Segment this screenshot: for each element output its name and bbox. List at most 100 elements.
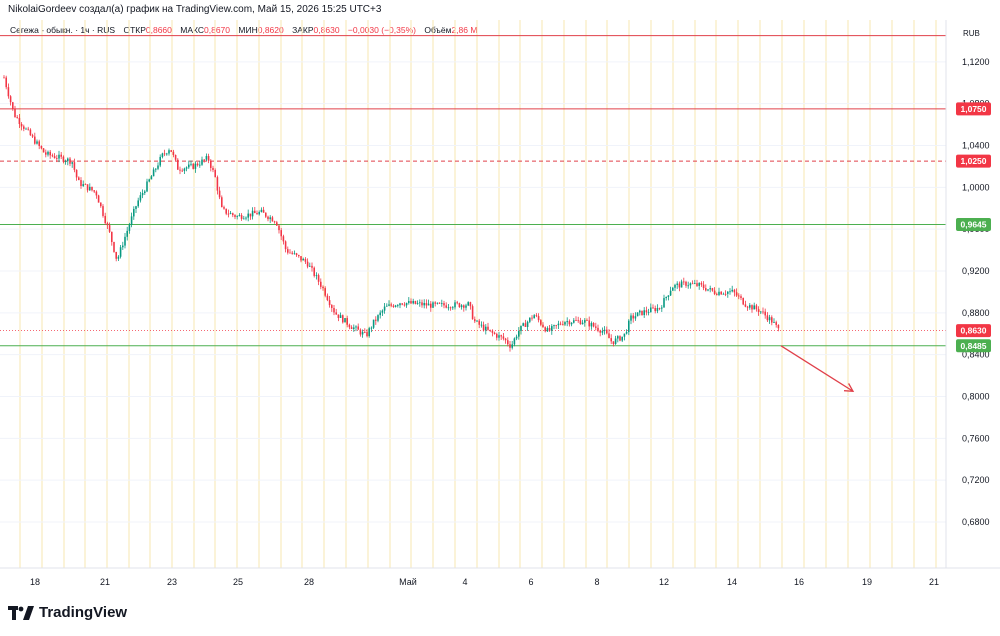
candle-body <box>227 213 230 215</box>
legend-volume: 2,86 M <box>451 25 478 35</box>
candle-body <box>599 330 601 333</box>
candle-body <box>463 305 465 308</box>
candle-body <box>240 215 243 219</box>
candle-body <box>386 305 388 307</box>
arrow-shaft[interactable] <box>780 345 854 392</box>
candle-body <box>342 315 344 323</box>
candle-body <box>311 265 313 268</box>
arrow-head[interactable] <box>843 383 855 392</box>
brand-name: TradingView <box>39 604 128 621</box>
candle-body <box>397 305 399 307</box>
candle-body <box>353 327 355 329</box>
candle-body <box>337 314 340 318</box>
candle-body <box>419 302 421 304</box>
candle-body <box>130 216 133 225</box>
candle-body <box>265 212 267 217</box>
candle-body <box>27 128 29 130</box>
candle-body <box>672 287 674 291</box>
candle-body <box>71 162 73 164</box>
legend-symbol: Сегежа - обыкн. · 1ч · RUS <box>10 25 116 35</box>
price-chart[interactable]: RUB 1,12001,08001,04001,00000,96000,9200… <box>0 0 1000 600</box>
candle-body <box>493 332 496 334</box>
candle-body <box>458 303 461 308</box>
candle-body <box>115 251 117 259</box>
candle-body <box>601 330 604 333</box>
candle-body <box>49 151 51 156</box>
candle-body <box>84 184 87 185</box>
candle-body <box>284 241 287 250</box>
candle-body <box>432 302 434 308</box>
candle-body <box>289 252 291 254</box>
candle-body <box>542 324 544 328</box>
candle-body <box>9 96 12 103</box>
price-axis[interactable]: 1,12001,08001,04001,00000,96000,92000,88… <box>962 57 990 527</box>
candle-body <box>324 288 326 296</box>
candle-body <box>764 311 766 316</box>
candle-body <box>148 179 150 182</box>
candle-body <box>223 207 225 209</box>
candle-body <box>738 295 740 297</box>
candle-body <box>196 163 199 166</box>
candle-body <box>476 320 478 322</box>
time-tick-label: 19 <box>862 577 872 587</box>
price-badge <box>956 339 991 353</box>
candle-body <box>471 306 474 320</box>
candle-body <box>592 323 595 327</box>
candle-body <box>348 324 351 328</box>
candle-body <box>97 195 100 203</box>
candle-body <box>513 338 516 345</box>
candle-body <box>452 307 454 309</box>
candle-body <box>78 177 80 181</box>
candle-body <box>317 275 320 282</box>
candle-body <box>73 162 76 170</box>
candle-body <box>344 318 346 323</box>
candle-body <box>144 191 146 194</box>
candle-body <box>183 168 186 171</box>
candle-body <box>304 258 307 262</box>
candle-body <box>102 206 104 216</box>
currency-label: RUB <box>963 29 980 38</box>
candle-body <box>95 191 98 196</box>
candle-body <box>489 329 491 331</box>
level-lines[interactable] <box>0 35 946 347</box>
legend-low: 0,8620 <box>257 25 284 35</box>
candle-body <box>434 302 436 304</box>
candle-body <box>258 211 260 215</box>
candle-body <box>381 310 384 313</box>
candle-body <box>31 135 34 137</box>
candle-body <box>707 289 709 291</box>
candle-body <box>749 305 751 308</box>
time-tick-label: 16 <box>794 577 804 587</box>
candle-body <box>680 281 683 288</box>
forecast-arrow[interactable] <box>780 345 855 392</box>
candle-body <box>159 156 161 166</box>
candle-body <box>12 102 14 109</box>
candle-body <box>188 164 190 168</box>
candle-body <box>652 307 654 309</box>
candle-body <box>689 283 692 286</box>
price-tick-label: 0,7200 <box>962 475 990 485</box>
price-tick-label: 0,9200 <box>962 266 990 276</box>
candle-body <box>163 153 166 155</box>
candle-body <box>75 169 78 178</box>
candle-body <box>566 321 568 323</box>
candle-body <box>302 258 304 261</box>
candle-body <box>210 160 212 168</box>
candle-body <box>449 307 452 309</box>
price-badge-label: 1,0250 <box>961 156 987 166</box>
candle-body <box>372 319 375 328</box>
candle-body <box>551 326 553 331</box>
legend-low-label: МИН <box>238 25 258 35</box>
candle-body <box>500 335 502 337</box>
legend-close: 0,8630 <box>313 25 340 35</box>
price-tick-label: 1,1200 <box>962 57 990 67</box>
candle-body <box>370 327 373 329</box>
price-tick-label: 0,8400 <box>962 350 990 360</box>
candle-body <box>62 156 65 162</box>
candle-body <box>590 323 593 327</box>
legend-close-label: ЗАКР <box>292 25 314 35</box>
price-badge-label: 0,8630 <box>961 326 987 336</box>
candle-body <box>141 193 144 196</box>
candle-body <box>414 301 417 304</box>
time-axis[interactable]: 18 21 23 25 28 Май 4 6 8 12 14 16 19 21 <box>30 577 939 587</box>
